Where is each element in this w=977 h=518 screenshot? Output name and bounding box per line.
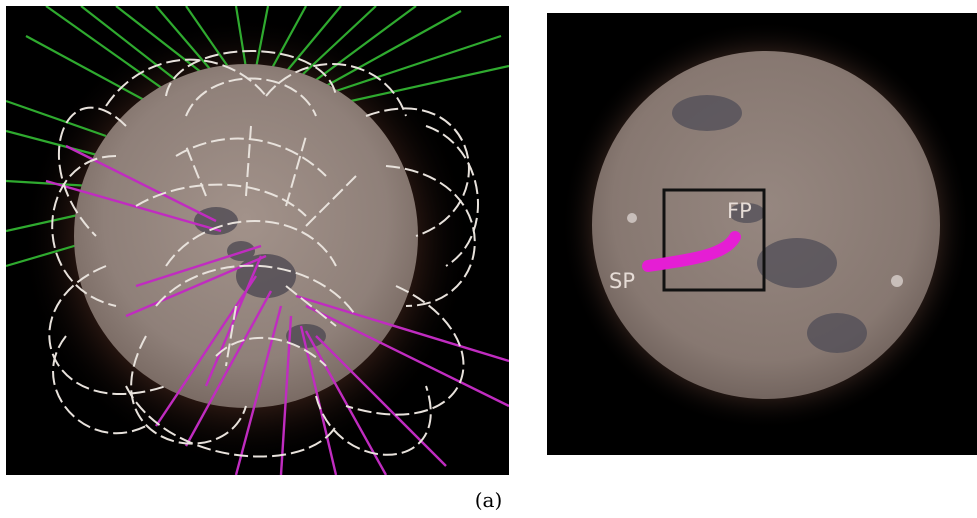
pfss-field-lines-image xyxy=(6,6,509,475)
region-box xyxy=(662,188,766,292)
solar-disk-image: FP SP xyxy=(547,13,977,455)
figure-caption: (a) xyxy=(474,488,503,512)
bright-regions xyxy=(627,213,903,287)
coronal-hole-dark-regions xyxy=(672,95,867,353)
pfss-field-lines-panel xyxy=(6,6,509,475)
solar-disk-trajectory-panel: FP SP xyxy=(547,13,977,455)
solar-disk xyxy=(592,51,940,399)
sp-label: SP xyxy=(609,269,635,293)
trajectory-path xyxy=(642,231,741,272)
open-field-lines-north xyxy=(6,6,509,268)
closed-field-lines xyxy=(48,50,479,458)
fp-label: FP xyxy=(727,199,752,223)
